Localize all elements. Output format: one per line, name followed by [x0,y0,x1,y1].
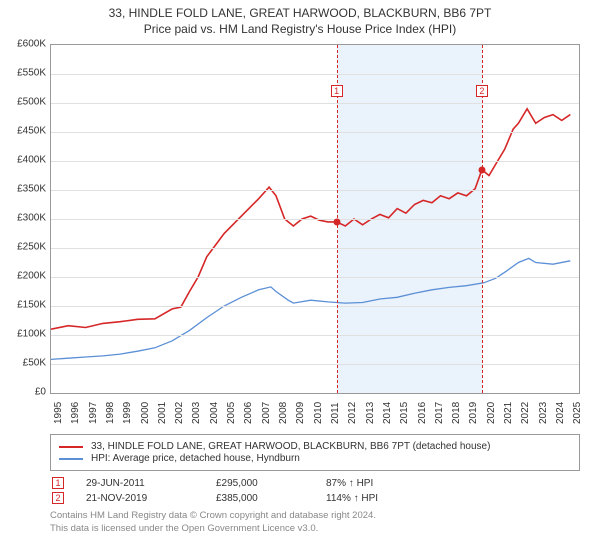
x-axis-tick-label: 2024 [555,402,566,424]
x-axis-tick-label: 2021 [503,402,514,424]
y-axis-tick-label: £150K [2,300,46,311]
x-axis-tick-label: 2023 [538,402,549,424]
legend: 33, HINDLE FOLD LANE, GREAT HARWOOD, BLA… [50,434,580,471]
x-axis-tick-label: 2003 [191,402,202,424]
legend-label: HPI: Average price, detached house, Hynd… [91,453,300,464]
x-axis-tick-label: 1997 [88,402,99,424]
x-axis-tick-label: 2002 [174,402,185,424]
attribution: Contains HM Land Registry data © Crown c… [50,510,580,536]
sale-row-date: 21-NOV-2019 [86,493,216,504]
y-axis-tick-label: £0 [2,387,46,398]
x-axis-tick-label: 1995 [53,402,64,424]
y-axis-tick-label: £350K [2,184,46,195]
x-axis-tick-label: 2016 [417,402,428,424]
x-axis-tick-label: 1999 [122,402,133,424]
title-address: 33, HINDLE FOLD LANE, GREAT HARWOOD, BLA… [0,6,600,20]
sale-row-price: £385,000 [216,493,326,504]
y-axis-tick-label: £50K [2,358,46,369]
x-axis-tick-label: 2013 [365,402,376,424]
x-axis-tick-label: 2008 [278,402,289,424]
sale-row-pct: 114% ↑ HPI [326,493,466,504]
series-hpi [51,258,570,359]
y-axis-tick-label: £450K [2,126,46,137]
x-axis-tick-label: 2025 [572,402,583,424]
legend-swatch [59,458,83,460]
x-axis-tick-label: 2014 [382,402,393,424]
y-axis-tick-label: £200K [2,271,46,282]
x-axis-tick-label: 2009 [295,402,306,424]
y-axis-tick-label: £100K [2,329,46,340]
sale-marker-2: 2 [476,85,488,97]
x-axis-tick-label: 2007 [261,402,272,424]
x-axis-tick-label: 2001 [157,402,168,424]
y-axis-tick-label: £300K [2,213,46,224]
legend-item: HPI: Average price, detached house, Hynd… [59,453,571,464]
x-axis-tick-label: 2011 [330,402,341,424]
x-axis-tick-label: 2020 [486,402,497,424]
chart-footer: 33, HINDLE FOLD LANE, GREAT HARWOOD, BLA… [50,434,580,536]
y-axis-tick-label: £550K [2,68,46,79]
y-axis-tick-label: £400K [2,155,46,166]
x-axis-tick-label: 2019 [468,402,479,424]
x-axis-tick-label: 2017 [434,402,445,424]
x-axis-tick-label: 1998 [105,402,116,424]
x-axis-tick-label: 2006 [243,402,254,424]
chart-plot-area: 12 [50,44,580,394]
x-axis-tick-label: 2004 [209,402,220,424]
sale-row: 2 21-NOV-2019£385,000114% ↑ HPI [52,492,580,504]
sales-table: 1 29-JUN-2011£295,00087% ↑ HPI 2 21-NOV-201… [50,477,580,504]
sale-dot-2 [478,166,485,173]
x-axis-tick-label: 2018 [451,402,462,424]
chart-container: 33, HINDLE FOLD LANE, GREAT HARWOOD, BLA… [0,0,600,560]
sale-row-marker: 2 [52,492,64,504]
sale-row: 1 29-JUN-2011£295,00087% ↑ HPI [52,477,580,489]
legend-swatch [59,446,83,448]
x-axis-tick-label: 2000 [140,402,151,424]
sale-row-marker: 1 [52,477,64,489]
sale-dot-1 [333,218,340,225]
sale-row-pct: 87% ↑ HPI [326,478,466,489]
sale-marker-1: 1 [331,85,343,97]
x-axis-tick-label: 2022 [520,402,531,424]
legend-label: 33, HINDLE FOLD LANE, GREAT HARWOOD, BLA… [91,441,490,452]
title-subtitle: Price paid vs. HM Land Registry's House … [0,22,600,36]
y-axis-tick-label: £250K [2,242,46,253]
x-axis-tick-label: 1996 [70,402,81,424]
attribution-line2: This data is licensed under the Open Gov… [50,523,580,536]
attribution-line1: Contains HM Land Registry data © Crown c… [50,510,580,523]
title-block: 33, HINDLE FOLD LANE, GREAT HARWOOD, BLA… [0,0,600,36]
x-axis-tick-label: 2015 [399,402,410,424]
x-axis-tick-label: 2005 [226,402,237,424]
sale-row-date: 29-JUN-2011 [86,478,216,489]
y-axis-tick-label: £600K [2,39,46,50]
y-axis-tick-label: £500K [2,97,46,108]
legend-item: 33, HINDLE FOLD LANE, GREAT HARWOOD, BLA… [59,441,571,452]
x-axis-tick-label: 2010 [313,402,324,424]
x-axis-tick-label: 2012 [347,402,358,424]
sale-row-price: £295,000 [216,478,326,489]
